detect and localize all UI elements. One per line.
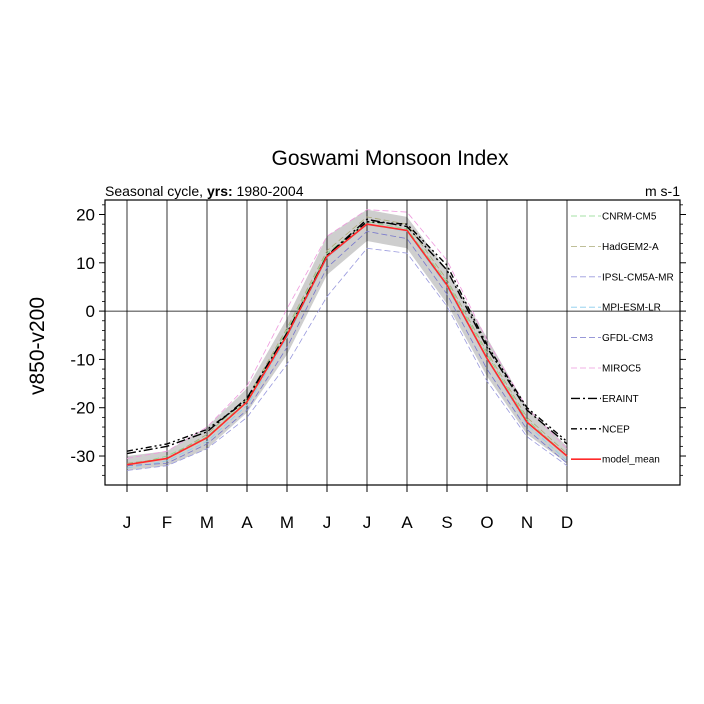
y-tick-label: 10 xyxy=(76,254,95,273)
legend-label: MIROC5 xyxy=(602,364,641,375)
legend-label: GFDL-CM3 xyxy=(602,333,654,344)
legend-label: HadGEM2-A xyxy=(602,242,659,253)
units-label: m s-1 xyxy=(645,183,680,199)
plot-frame xyxy=(104,199,681,486)
series-line xyxy=(126,223,568,469)
y-tick-label: 20 xyxy=(76,205,95,224)
legend-label: IPSL-CM5A-MR xyxy=(602,272,674,283)
y-axis-label: v850-v200 xyxy=(26,297,49,395)
legend: CNRM-CM5 HadGEM2-A IPSL-CM5A-MR MPI-ESM-LR G… xyxy=(571,212,674,466)
chart-subtitle: Seasonal cycle, yrs: 1980-2004 xyxy=(105,183,304,199)
x-tick-label: S xyxy=(441,513,452,532)
y-tick-label: -20 xyxy=(70,399,95,418)
spread-band-layer xyxy=(127,209,567,471)
grid-layer xyxy=(105,200,680,485)
chart-title: Goswami Monsoon Index xyxy=(272,147,509,170)
y-tick-label: -30 xyxy=(70,447,95,466)
x-tick-label: J xyxy=(323,513,332,532)
series-line xyxy=(126,223,568,466)
legend-label: CNRM-CM5 xyxy=(602,212,657,223)
x-tick-label: M xyxy=(200,513,214,532)
x-tick-label: D xyxy=(561,513,573,532)
series-line xyxy=(126,230,568,467)
x-tick-label: O xyxy=(480,513,493,532)
legend-label: model_mean xyxy=(602,455,660,466)
y-tick-label: -10 xyxy=(70,350,95,369)
x-tick-label: A xyxy=(401,513,413,532)
x-tick-label: A xyxy=(241,513,253,532)
y-tick-label: 0 xyxy=(86,302,95,321)
series-line xyxy=(126,218,568,455)
series-line xyxy=(126,221,568,452)
x-tick-label: J xyxy=(123,513,132,532)
x-tick-label: N xyxy=(521,513,533,532)
series-line xyxy=(126,209,568,459)
x-tick-label: J xyxy=(363,513,372,532)
series-line xyxy=(126,216,568,464)
series-line xyxy=(126,247,568,471)
legend-label: NCEP xyxy=(602,424,630,435)
x-tick-label: F xyxy=(162,513,172,532)
series-line xyxy=(126,221,568,467)
x-tick-label: M xyxy=(280,513,294,532)
series-layer xyxy=(126,209,568,471)
spread-band xyxy=(127,209,567,471)
legend-label: MPI-ESM-LR xyxy=(602,303,661,314)
axes-layer: 20 10 0 -10 -20 -30 J F M A M J J A S O N D xyxy=(70,199,686,532)
legend-label: ERAINT xyxy=(602,394,639,405)
